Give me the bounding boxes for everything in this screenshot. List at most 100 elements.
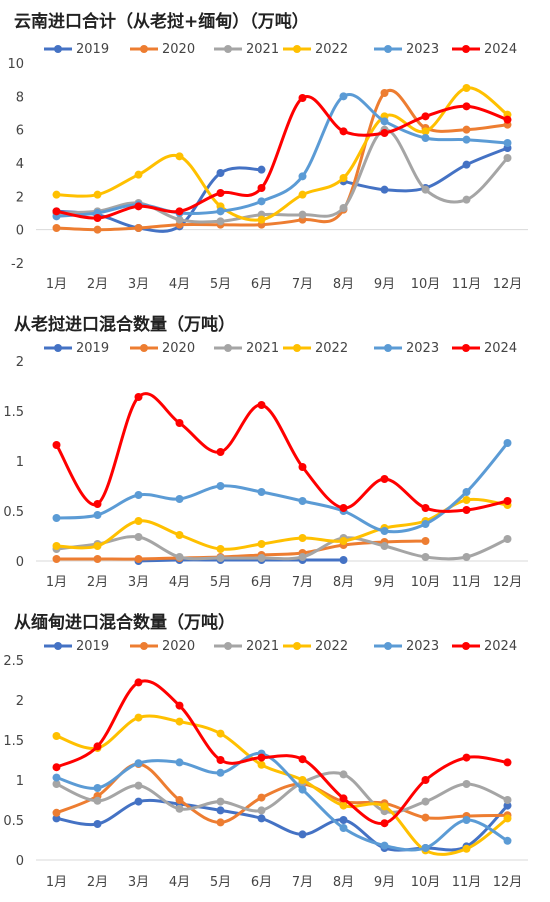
data-point-2019: [380, 185, 389, 194]
data-point-2024: [134, 678, 143, 687]
data-point-2023: [503, 439, 512, 447]
legend-marker-2021: [224, 642, 232, 650]
data-point-2024: [216, 448, 225, 456]
data-point-2022: [462, 844, 471, 853]
data-point-2024: [503, 497, 512, 505]
data-point-2023: [380, 527, 389, 535]
data-point-2023: [93, 784, 102, 792]
data-point-2020: [421, 813, 430, 822]
data-point-2024: [134, 202, 143, 211]
data-point-2022: [298, 534, 307, 542]
chart-legend: 2019 2020 2021 2022 2023 2024: [44, 42, 517, 57]
data-point-2022: [339, 537, 348, 545]
x-tick-label: 12月: [493, 277, 523, 292]
x-tick-label: 4月: [169, 575, 190, 590]
y-tick-label: 0.5: [3, 505, 24, 520]
data-point-2022: [339, 801, 348, 810]
series-line-2022: [55, 497, 509, 551]
series-line-2019: [55, 166, 263, 233]
data-point-2019: [134, 797, 143, 806]
data-point-2019: [257, 814, 266, 823]
data-point-2021: [134, 781, 143, 790]
x-tick-label: 10月: [411, 575, 441, 590]
data-point-2024: [462, 506, 471, 514]
data-point-2023: [380, 841, 389, 850]
data-point-2020: [462, 125, 471, 134]
data-point-2021: [93, 796, 102, 805]
data-point-2020: [257, 793, 266, 802]
x-tick-label: 1月: [46, 875, 67, 890]
series-line-2023: [55, 441, 509, 534]
legend-marker-2019: [54, 642, 62, 650]
y-tick-label: 1.5: [3, 405, 24, 420]
data-point-2021: [257, 806, 266, 815]
data-point-2020: [380, 89, 389, 97]
series-line-2020: [55, 539, 427, 561]
data-point-2024: [175, 701, 184, 710]
legend-label-2023: 2023: [406, 341, 439, 356]
y-tick-label: -2: [11, 257, 24, 272]
x-tick-label: 8月: [333, 875, 354, 890]
series-2019: [52, 144, 512, 233]
data-point-2024: [257, 184, 266, 192]
y-tick-label: 2: [16, 190, 24, 205]
data-point-2021: [503, 796, 512, 804]
data-point-2022: [462, 84, 471, 92]
series-2022: [52, 713, 512, 856]
data-point-2020: [175, 796, 184, 804]
y-tick-label: 0: [16, 555, 24, 570]
data-point-2023: [339, 824, 348, 832]
data-point-2022: [175, 152, 184, 161]
data-point-2021: [421, 553, 430, 561]
data-point-2021: [339, 204, 348, 212]
data-point-2019: [216, 806, 225, 815]
data-point-2024: [380, 475, 389, 483]
x-tick-label: 3月: [128, 575, 149, 590]
x-tick-label: 2月: [87, 575, 108, 590]
data-point-2023: [52, 514, 61, 522]
data-point-2019: [257, 165, 266, 174]
data-point-2024: [257, 401, 266, 409]
legend-label-2024: 2024: [484, 42, 517, 57]
data-point-2021: [462, 553, 471, 561]
legend-label-2023: 2023: [406, 42, 439, 57]
data-point-2024: [216, 756, 225, 764]
data-point-2021: [134, 533, 143, 541]
chart-title: 从老挝进口混合数量（万吨）: [14, 314, 235, 335]
series-line-2024: [55, 392, 509, 513]
x-tick-label: 6月: [251, 575, 272, 590]
data-point-2024: [503, 758, 512, 767]
series-2022: [52, 496, 512, 553]
data-point-2023: [462, 135, 471, 144]
data-point-2024: [93, 500, 102, 508]
data-point-2022: [216, 545, 225, 553]
data-point-2019: [298, 830, 307, 839]
data-point-2024: [52, 763, 61, 772]
data-point-2023: [93, 511, 102, 519]
y-tick-label: 0: [16, 224, 24, 239]
legend-label-2020: 2020: [162, 42, 195, 57]
data-point-2023: [298, 497, 307, 505]
data-point-2024: [93, 742, 102, 751]
legend-label-2020: 2020: [162, 341, 195, 356]
x-tick-label: 8月: [333, 575, 354, 590]
data-point-2022: [93, 190, 102, 199]
series-2024: [52, 94, 512, 222]
series-line-2024: [55, 679, 509, 825]
data-point-2024: [421, 776, 430, 784]
x-tick-label: 5月: [210, 277, 231, 292]
data-point-2024: [93, 214, 102, 222]
data-point-2019: [339, 816, 348, 824]
data-point-2024: [298, 94, 307, 102]
data-point-2023: [298, 172, 307, 181]
y-tick-label: 2: [16, 355, 24, 370]
x-tick-label: 1月: [46, 575, 67, 590]
series-2023: [52, 439, 512, 535]
data-point-2022: [298, 776, 307, 784]
data-point-2021: [421, 797, 430, 806]
data-point-2023: [175, 495, 184, 503]
data-point-2019: [462, 160, 471, 169]
legend-marker-2022: [293, 45, 301, 53]
